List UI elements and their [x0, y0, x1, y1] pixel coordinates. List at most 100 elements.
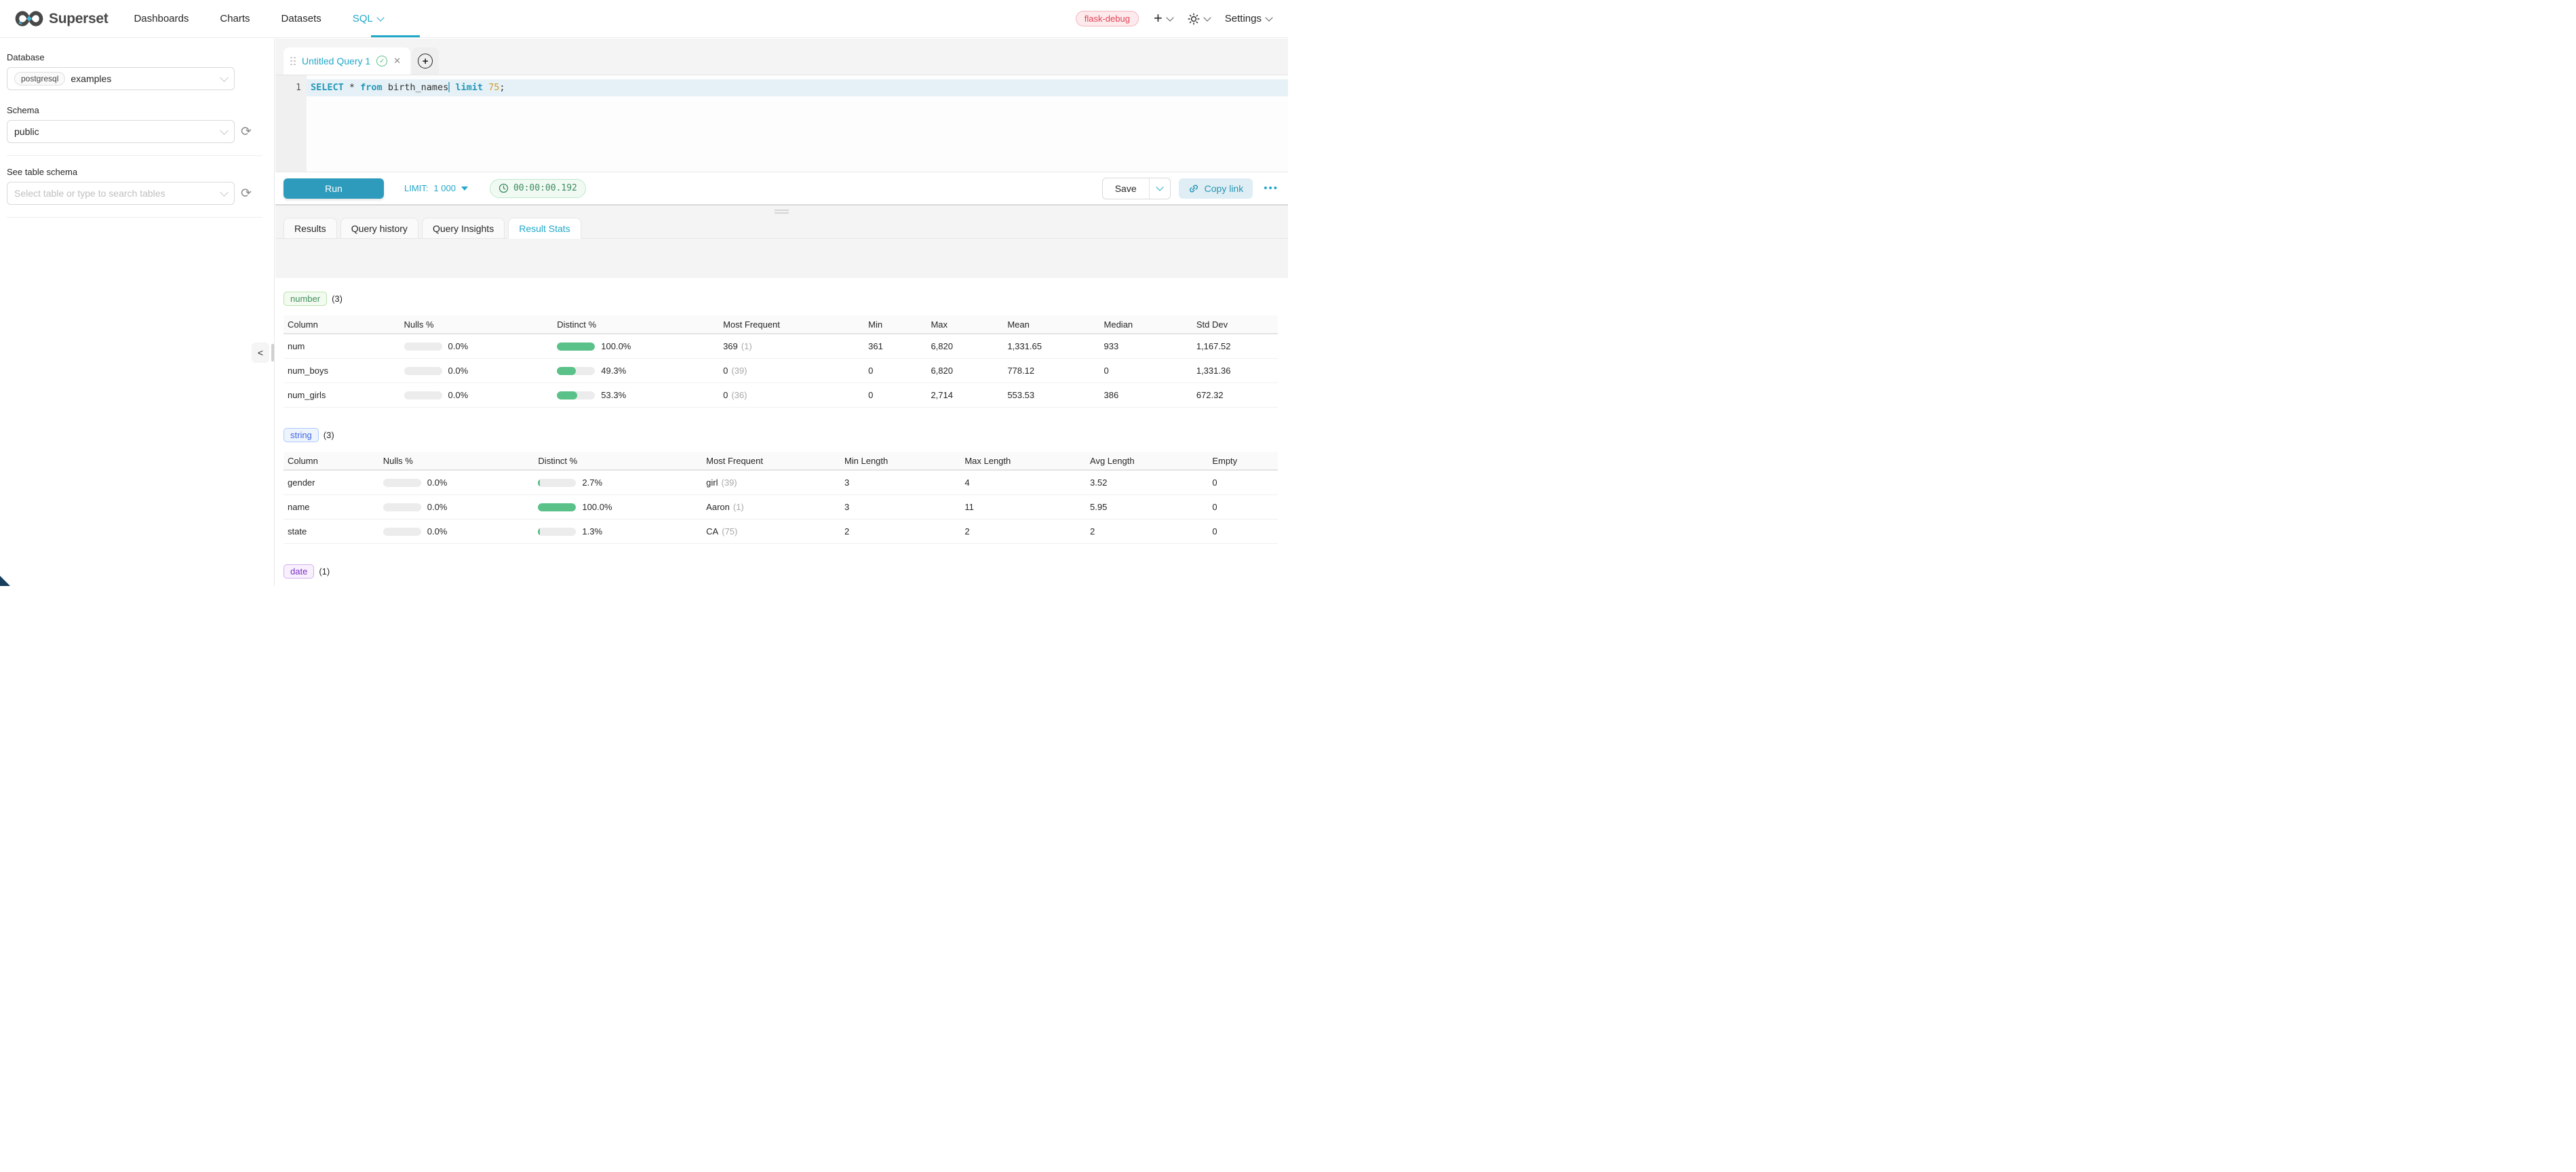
- nav-item-charts[interactable]: Charts: [220, 13, 250, 24]
- add-query-tab-button[interactable]: +: [418, 54, 433, 69]
- stats-cell: 6,820: [931, 341, 953, 351]
- new-tab-stub: +: [412, 47, 440, 75]
- stats-cell: 3: [844, 502, 850, 512]
- stats-cell: 369 (1): [723, 341, 752, 351]
- sql-text: ;: [499, 82, 505, 93]
- stats-header-cell: Nulls %: [383, 455, 413, 466]
- close-tab-icon[interactable]: ✕: [393, 56, 402, 66]
- stats-header-cell: Distinct %: [557, 319, 597, 330]
- stats-row: num_girls 0.0% 53.3% 0 (36) 0 2,714 553.53 386 67…: [284, 383, 1278, 408]
- database-select[interactable]: postgresql examples: [7, 67, 235, 90]
- percent-bar: [557, 366, 596, 375]
- query-timer: 00:00:00.192: [489, 178, 586, 198]
- percent-bar: [383, 503, 421, 511]
- stats-cell: 0 (39): [723, 366, 747, 376]
- percent-bar: [404, 342, 442, 351]
- theme-menu[interactable]: [1188, 13, 1211, 25]
- tab-query-history[interactable]: Query history: [340, 218, 418, 239]
- type-count: (3): [332, 294, 343, 304]
- tab-results[interactable]: Results: [284, 218, 337, 239]
- stats-cell: 0.0%: [379, 471, 534, 494]
- resize-handle[interactable]: [275, 206, 1288, 217]
- nav-item-sql[interactable]: SQL: [353, 13, 385, 24]
- stats-header-cell: Mean: [1007, 319, 1030, 330]
- stats-cell: 0.0%: [400, 334, 553, 358]
- limit-dropdown[interactable]: LIMIT: 1 000: [404, 183, 468, 193]
- new-item-menu[interactable]: +: [1154, 10, 1174, 26]
- table-select-placeholder: Select table or type to search tables: [14, 188, 165, 199]
- sidebar-scrollbar[interactable]: [271, 344, 274, 362]
- stats-header-cell: Empty: [1212, 455, 1238, 466]
- sql-editor[interactable]: 1 SELECT * from birth_names limit 75;: [275, 75, 1288, 172]
- percent-bar: [557, 391, 596, 399]
- chevron-down-icon: [376, 14, 385, 22]
- stats-cell: 0 (36): [723, 390, 747, 400]
- type-tag-date: date: [284, 564, 315, 579]
- stats-cell: 3.52: [1090, 477, 1108, 488]
- stats-cell: 933: [1104, 341, 1119, 351]
- stats-cell: 11: [964, 502, 974, 512]
- nav-item-datasets[interactable]: Datasets: [281, 13, 321, 24]
- stats-row: gender 0.0% 2.7% girl (39) 3 4 3.52 0: [284, 471, 1278, 495]
- table-select[interactable]: Select table or type to search tables: [7, 182, 235, 205]
- more-actions-button[interactable]: •••: [1264, 182, 1279, 194]
- query-success-check-icon: ✓: [376, 56, 388, 66]
- sun-icon: [1188, 13, 1200, 25]
- stats-table-string: Column Nulls % Distinct % Most Frequent Min …: [284, 452, 1278, 544]
- stats-cell: 0.0%: [379, 520, 534, 543]
- stats-cell: 53.3%: [553, 383, 719, 407]
- stats-cell: 0: [868, 390, 874, 400]
- stats-cell: 0.0%: [400, 383, 553, 407]
- stats-cell: 0.0%: [400, 359, 553, 383]
- stats-cell: 361: [868, 341, 883, 351]
- sql-lab-main: Untitled Query 1 ✓ ✕ + 1 SELECT * from b…: [275, 39, 1288, 586]
- refresh-schemas-icon[interactable]: ⟳: [241, 124, 252, 139]
- drag-handle-icon[interactable]: [290, 56, 296, 66]
- run-button[interactable]: Run: [284, 178, 384, 199]
- percent-bar: [538, 503, 577, 511]
- stats-header-cell: Min: [868, 319, 883, 330]
- settings-menu[interactable]: Settings: [1225, 13, 1273, 24]
- superset-logo[interactable]: Superset: [15, 9, 109, 28]
- clock-icon: [499, 183, 509, 193]
- stats-header-cell: Most Frequent: [723, 319, 780, 330]
- chevron-down-icon: [220, 73, 229, 82]
- panel-divider: [275, 204, 1288, 206]
- copy-link-button[interactable]: Copy link: [1178, 178, 1253, 199]
- table-schema-label: See table schema: [7, 167, 78, 177]
- nav-item-dashboards[interactable]: Dashboards: [134, 13, 189, 24]
- main-nav: Dashboards Charts Datasets SQL: [134, 13, 385, 24]
- schema-value: public: [14, 126, 39, 137]
- schema-label: Schema: [7, 105, 39, 115]
- refresh-tables-icon[interactable]: ⟳: [241, 186, 252, 201]
- stats-cell: 5.95: [1090, 502, 1108, 512]
- stats-section-string: string (3) Column Nulls % Distinct % Most Fre…: [284, 428, 1278, 544]
- collapse-sidebar-button[interactable]: <: [252, 343, 269, 363]
- link-icon: [1188, 183, 1199, 194]
- query-tab[interactable]: Untitled Query 1 ✓ ✕: [284, 47, 411, 75]
- stats-cell: 4: [964, 477, 970, 488]
- text-cursor: [448, 81, 450, 92]
- stats-header-cell: Nulls %: [404, 319, 434, 330]
- sql-code-line[interactable]: SELECT * from birth_names limit 75;: [311, 79, 505, 96]
- stats-cell: 100.0%: [553, 334, 719, 358]
- stats-cell: 1,331.65: [1007, 341, 1042, 351]
- database-label: Database: [7, 52, 45, 62]
- caret-down-icon: [461, 186, 468, 191]
- stats-cell: 3: [844, 477, 850, 488]
- schema-select[interactable]: public: [7, 120, 235, 143]
- stats-cell: 49.3%: [553, 359, 719, 383]
- stats-row: state 0.0% 1.3% CA (75) 2 2 2 0: [284, 520, 1278, 544]
- save-options-button[interactable]: [1148, 178, 1170, 199]
- navbar-right: flask-debug + Settings: [1075, 10, 1273, 26]
- percent-bar: [404, 391, 442, 399]
- tab-query-insights[interactable]: Query Insights: [421, 218, 505, 239]
- stats-header-cell: Median: [1104, 319, 1133, 330]
- stats-row: name 0.0% 100.0% Aaron (1) 3 11 5.95 0: [284, 495, 1278, 520]
- stats-cell: num_boys: [288, 366, 328, 376]
- save-button[interactable]: Save: [1114, 182, 1137, 194]
- tab-result-stats[interactable]: Result Stats: [508, 218, 581, 239]
- stats-cell: num_girls: [288, 390, 326, 400]
- stats-cell: 2: [964, 526, 970, 536]
